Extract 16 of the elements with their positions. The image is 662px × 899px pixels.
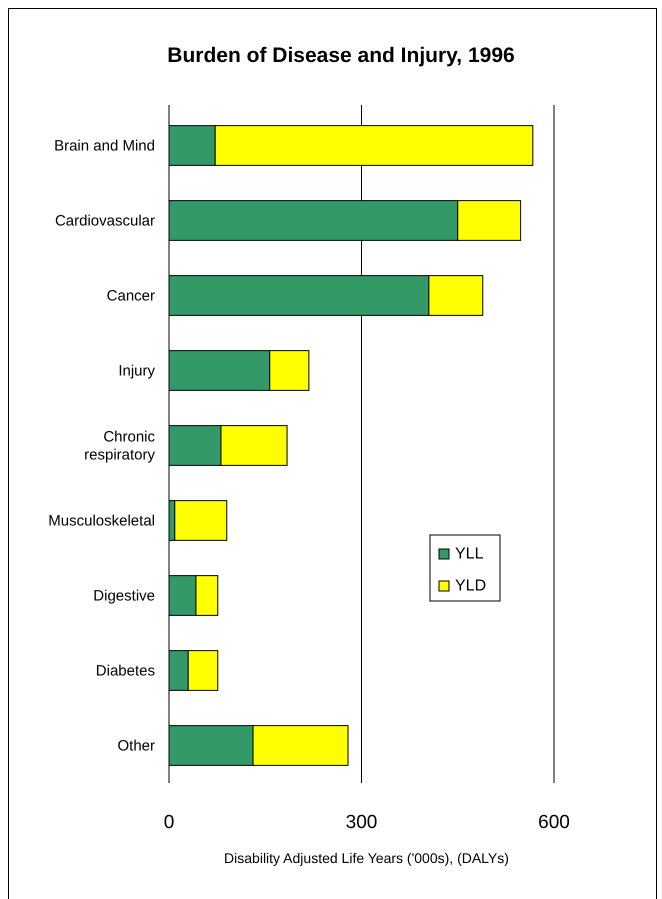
x-tick-label: 0 — [164, 812, 174, 833]
x-axis-title: Disability Adjusted Life Years ('000s), (DALYs) — [224, 850, 509, 866]
x-tick-label: 300 — [346, 812, 378, 833]
chart-title: Burden of Disease and Injury, 1996 — [167, 44, 515, 67]
y-tick-label: Musculoskeletal — [48, 512, 155, 529]
y-tick-label: Cardiovascular — [54, 212, 155, 229]
y-tick-label: Injury — [118, 362, 156, 379]
y-tick-label: Diabetes — [96, 662, 155, 679]
y-tick-label: Brain and Mind — [54, 137, 155, 154]
y-tick-label: Digestive — [93, 587, 155, 604]
y-tick-label: Cancer — [106, 287, 155, 304]
legend-label: YLL — [455, 546, 484, 562]
legend-label: YLD — [455, 578, 486, 594]
y-tick-label: Other — [117, 737, 156, 754]
x-tick-label: 600 — [538, 812, 570, 833]
y-tick-label: Chronic respiratory — [84, 428, 156, 463]
